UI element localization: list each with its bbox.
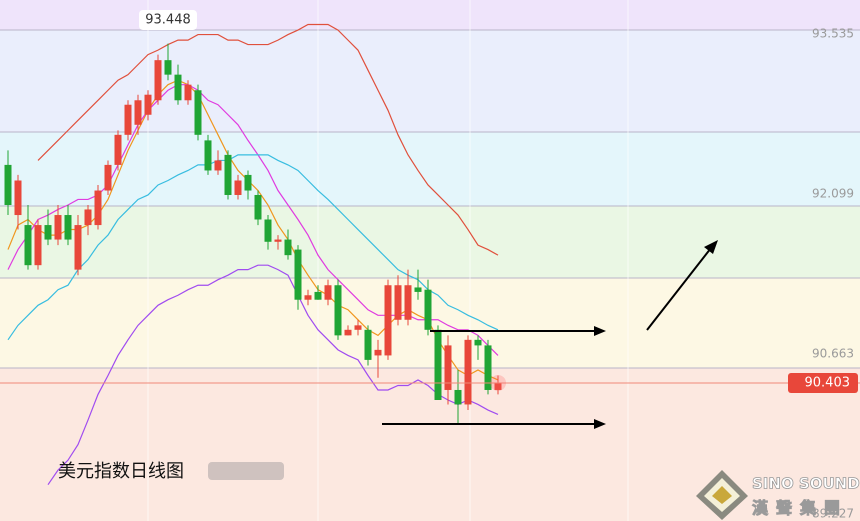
candle-body bbox=[374, 349, 382, 356]
candle-body bbox=[74, 225, 82, 270]
candle-body bbox=[314, 291, 322, 300]
candle-body bbox=[54, 215, 62, 240]
candle-body bbox=[124, 104, 132, 135]
candle-body bbox=[404, 285, 412, 320]
candle-body bbox=[144, 94, 152, 115]
candle-body bbox=[84, 209, 92, 226]
candle-body bbox=[434, 329, 442, 400]
y-tick-label: 92.099 bbox=[812, 186, 854, 200]
candle-body bbox=[254, 194, 262, 220]
candle-body bbox=[344, 329, 352, 336]
candle-body bbox=[104, 164, 112, 191]
annotation-arrows bbox=[382, 240, 718, 429]
candle-body bbox=[34, 225, 42, 266]
candle-body bbox=[494, 382, 502, 390]
candle-body bbox=[364, 329, 372, 360]
candle-body bbox=[244, 174, 252, 191]
candle-body bbox=[454, 389, 462, 405]
candle-body bbox=[414, 287, 422, 292]
candle-body bbox=[474, 339, 482, 346]
candle-body bbox=[464, 339, 472, 405]
candle-body bbox=[304, 295, 312, 300]
indicator-line bbox=[7, 84, 499, 356]
candle-body bbox=[284, 239, 292, 256]
candle-body bbox=[354, 325, 362, 330]
candle-body bbox=[424, 289, 432, 330]
candle-body bbox=[334, 285, 342, 336]
candle-body bbox=[194, 90, 202, 135]
candle-body bbox=[264, 219, 272, 242]
candle-body bbox=[324, 285, 332, 300]
candle-body bbox=[134, 100, 142, 125]
last-price-tag bbox=[788, 372, 858, 393]
brand-name: SINO SOUND bbox=[752, 475, 860, 493]
candle-body bbox=[444, 345, 452, 390]
y-tick-label: 93.535 bbox=[812, 26, 854, 40]
peak-label: 93.448 bbox=[145, 13, 191, 28]
candle-body bbox=[94, 190, 102, 226]
brand-name-cn: 漢聲集團 bbox=[752, 499, 848, 518]
candle-body bbox=[214, 160, 222, 171]
candle-body bbox=[484, 345, 492, 390]
last-price-glow bbox=[490, 374, 506, 391]
candle-body bbox=[154, 60, 162, 101]
candle-body bbox=[164, 60, 172, 75]
candle-body bbox=[4, 164, 12, 206]
candle-body bbox=[24, 225, 32, 266]
candle-body bbox=[114, 134, 122, 165]
candle-body bbox=[384, 285, 392, 356]
y-tick-label: 89.227 bbox=[812, 506, 854, 520]
last-price-label: 90.403 bbox=[805, 375, 851, 390]
candle-body bbox=[44, 225, 52, 240]
blurred-text bbox=[208, 462, 284, 480]
indicator-line bbox=[37, 23, 499, 256]
logo: SINO SOUND 漢聲集團 bbox=[696, 470, 860, 520]
candle-body bbox=[14, 180, 22, 216]
candle-body bbox=[204, 140, 212, 171]
candle-body bbox=[224, 154, 232, 195]
indicator-line bbox=[7, 154, 499, 341]
candle-body bbox=[274, 239, 282, 242]
candle-body bbox=[394, 285, 402, 320]
chart-title: 美元指数日线图 bbox=[58, 461, 184, 482]
candle-body bbox=[294, 249, 302, 300]
candle-body bbox=[174, 74, 182, 101]
candle-body bbox=[184, 84, 192, 101]
plot-area bbox=[0, 23, 860, 486]
candle-body bbox=[64, 215, 72, 240]
candle-body bbox=[234, 180, 242, 195]
peak-tag bbox=[139, 10, 197, 30]
y-tick-label: 90.663 bbox=[812, 346, 854, 360]
